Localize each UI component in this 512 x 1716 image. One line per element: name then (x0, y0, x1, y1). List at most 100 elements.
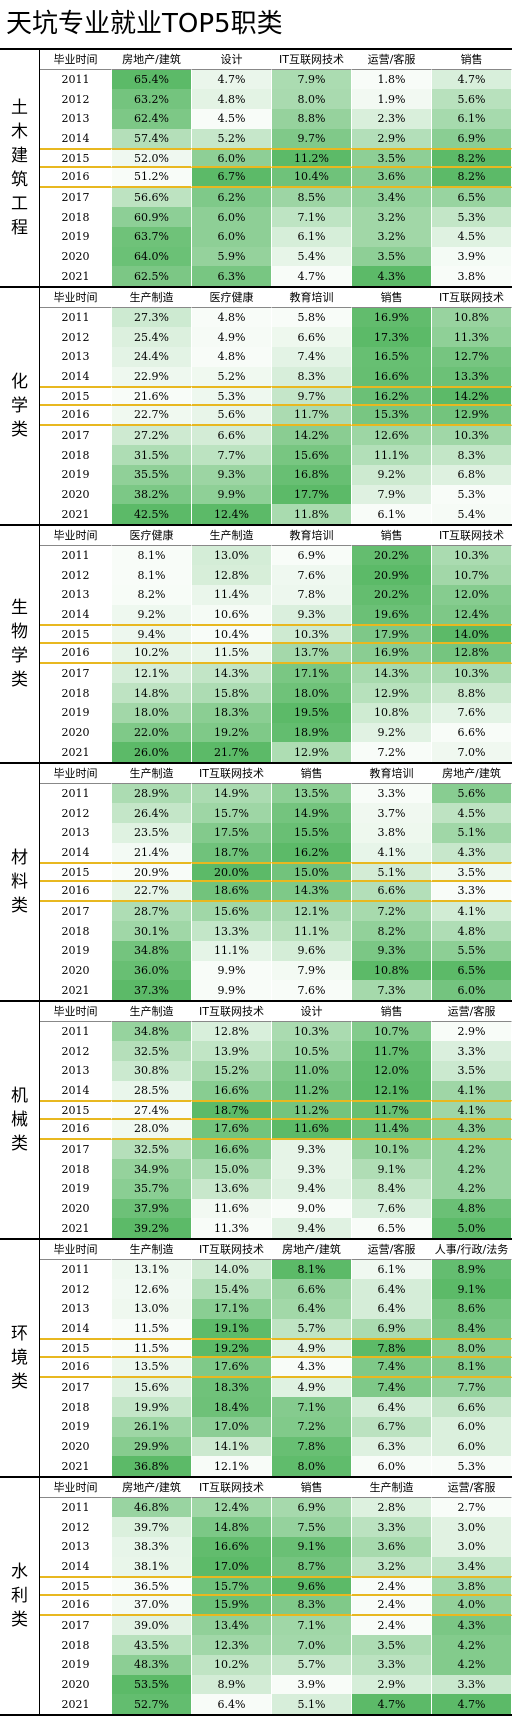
value-cell: 6.6% (432, 1397, 512, 1417)
year-cell: 2015 (40, 1338, 112, 1358)
value-cell: 6.8% (432, 464, 512, 485)
value-cell: 8.1% (272, 1259, 352, 1280)
table: 毕业时间 生产制造 IT互联网技术 销售 教育培训 房地产/建筑 2011 28.9% 14.9… (40, 764, 512, 1000)
year-cell: 2017 (40, 663, 112, 684)
year-cell: 2020 (40, 484, 112, 505)
value-cell: 20.9% (352, 565, 432, 585)
section: 化学类 毕业时间 生产制造 医疗健康 教育培训 销售 IT互联网技术 2011 27.3% 4.8… (0, 288, 512, 526)
value-cell: 7.9% (352, 484, 432, 505)
value-cell: 10.7% (432, 565, 512, 585)
value-cell: 56.6% (112, 187, 192, 208)
value-cell: 8.2% (432, 167, 512, 188)
value-cell: 12.9% (432, 405, 512, 426)
tables: 土木建筑工程毕业时间 房地产/建筑 设计 IT互联网技术 运营/客服 销售 2011 65.4… (0, 50, 512, 1716)
value-cell: 4.3% (432, 1119, 512, 1140)
value-cell: 4.8% (192, 346, 272, 367)
section-name: 环境类 (0, 1240, 40, 1476)
value-cell: 4.7% (192, 69, 272, 90)
year-cell: 2012 (40, 1279, 112, 1299)
table: 毕业时间 生产制造 IT互联网技术 房地产/建筑 运营/客服 人事/行政/法务 2011 13… (40, 1240, 512, 1476)
value-cell: 5.2% (192, 366, 272, 387)
value-cell: 6.7% (192, 167, 272, 188)
value-cell: 9.2% (352, 464, 432, 485)
value-cell: 4.7% (272, 266, 352, 286)
value-cell: 14.0% (432, 624, 512, 644)
value-cell: 10.5% (272, 1041, 352, 1061)
value-cell: 2.8% (352, 1497, 432, 1518)
value-cell: 10.4% (272, 167, 352, 188)
value-cell: 17.0% (192, 1416, 272, 1437)
value-cell: 17.1% (272, 663, 352, 684)
value-cell: 3.3% (432, 881, 512, 902)
value-cell: 13.7% (272, 643, 352, 664)
section: 环境类 毕业时间 生产制造 IT互联网技术 房地产/建筑 运营/客服 人事/行政/法务 201… (0, 1240, 512, 1478)
value-cell: 6.4% (352, 1397, 432, 1417)
value-cell: 18.7% (192, 842, 272, 863)
value-cell: 36.8% (112, 1456, 192, 1476)
value-cell: 8.8% (432, 683, 512, 703)
section-name: 化学类 (0, 288, 40, 524)
value-cell: 11.5% (112, 1318, 192, 1339)
value-cell: 11.5% (192, 643, 272, 664)
value-cell: 4.3% (352, 266, 432, 286)
year-cell: 2011 (40, 307, 112, 328)
value-cell: 3.0% (432, 1517, 512, 1537)
year-cell: 2011 (40, 783, 112, 804)
value-cell: 18.0% (112, 702, 192, 723)
column-header: 销售 (352, 526, 432, 546)
value-cell: 3.3% (352, 1654, 432, 1675)
section-name: 生物学类 (0, 526, 40, 762)
value-cell: 27.4% (112, 1100, 192, 1120)
value-cell: 12.9% (272, 742, 352, 762)
value-cell: 22.9% (112, 366, 192, 387)
value-cell: 12.4% (192, 504, 272, 524)
value-cell: 4.9% (272, 1377, 352, 1398)
year-cell: 2011 (40, 545, 112, 566)
year-cell: 2013 (40, 1060, 112, 1081)
value-cell: 15.0% (192, 1159, 272, 1179)
value-cell: 3.0% (432, 1536, 512, 1557)
value-cell: 7.6% (432, 702, 512, 723)
value-cell: 10.2% (112, 643, 192, 664)
value-cell: 11.7% (272, 405, 352, 426)
value-cell: 28.5% (112, 1080, 192, 1101)
column-header: 生产制造 (192, 526, 272, 546)
value-cell: 18.9% (272, 722, 352, 743)
value-cell: 3.5% (352, 246, 432, 267)
value-cell: 3.3% (352, 1517, 432, 1537)
value-cell: 35.7% (112, 1178, 192, 1199)
value-cell: 37.9% (112, 1198, 192, 1219)
value-cell: 7.4% (272, 346, 352, 367)
year-cell: 2019 (40, 1416, 112, 1437)
value-cell: 3.3% (432, 1041, 512, 1061)
year-cell: 2017 (40, 1139, 112, 1160)
year-cell: 2021 (40, 1456, 112, 1476)
value-cell: 15.7% (192, 803, 272, 823)
column-header: 教育培训 (272, 526, 352, 546)
value-cell: 8.3% (272, 1595, 352, 1616)
year-cell: 2021 (40, 980, 112, 1000)
value-cell: 13.4% (192, 1615, 272, 1636)
value-cell: 9.6% (272, 1576, 352, 1596)
value-cell: 9.4% (272, 1178, 352, 1199)
value-cell: 8.3% (432, 445, 512, 465)
value-cell: 6.0% (432, 1416, 512, 1437)
value-cell: 5.7% (272, 1654, 352, 1675)
value-cell: 35.5% (112, 464, 192, 485)
column-header: 教育培训 (352, 764, 432, 784)
value-cell: 7.6% (352, 1198, 432, 1219)
value-cell: 19.9% (112, 1397, 192, 1417)
year-cell: 2021 (40, 742, 112, 762)
section-name-text: 水利类 (11, 1562, 28, 1630)
value-cell: 10.4% (192, 624, 272, 644)
value-cell: 6.1% (352, 1259, 432, 1280)
value-cell: 3.5% (352, 1635, 432, 1655)
table: 毕业时间 房地产/建筑 设计 IT互联网技术 运营/客服 销售 2011 65.4% 4.7% 7… (40, 50, 512, 286)
value-cell: 3.4% (432, 1556, 512, 1577)
column-header: IT互联网技术 (432, 288, 512, 308)
value-cell: 9.1% (352, 1159, 432, 1179)
value-cell: 10.3% (432, 663, 512, 684)
value-cell: 28.7% (112, 901, 192, 922)
year-cell: 2015 (40, 1576, 112, 1596)
value-cell: 31.5% (112, 445, 192, 465)
